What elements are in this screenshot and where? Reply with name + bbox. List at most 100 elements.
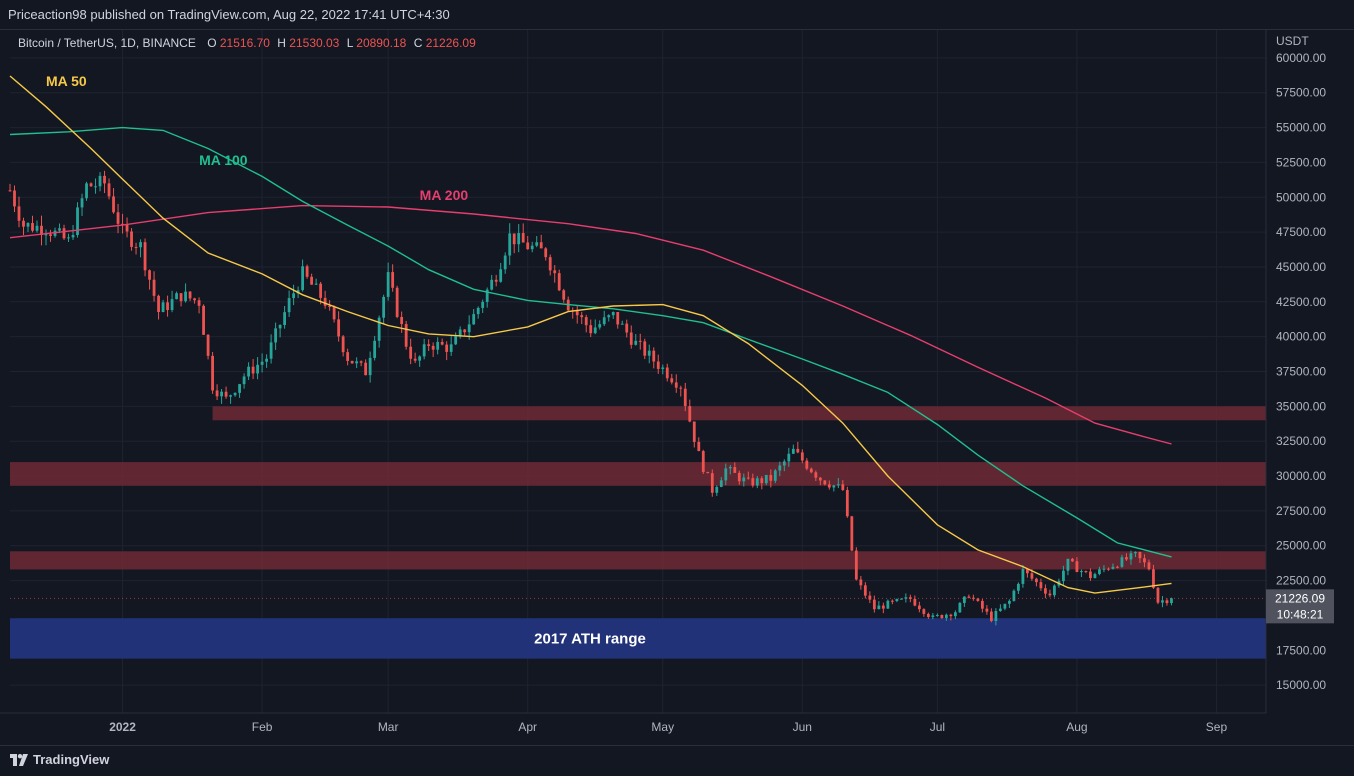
candle-body [701,451,705,472]
candle-body [589,325,593,334]
candle-body [823,480,827,485]
candle-body [895,598,899,602]
price-axis-background [1266,30,1354,745]
candle-body [814,472,818,478]
candle-body [728,467,732,469]
candle-body [31,223,34,231]
candle-body [778,465,782,471]
candle-body [1026,569,1029,574]
candle-body [337,319,341,337]
candle-body [80,198,84,208]
candle-body [323,297,327,306]
candle-body [400,316,404,325]
candle-body [98,175,102,187]
candle-body [287,298,291,313]
candle-body [71,234,75,238]
candle-body [112,196,115,213]
candle-body [1138,551,1142,559]
candle-body [1107,568,1110,570]
candle-body [265,358,268,362]
candle-body [755,478,759,486]
candle-body [364,362,368,376]
candle-body [328,305,332,307]
candle-body [674,382,678,388]
candle-body [94,186,97,188]
price-tick-label: 15000.00 [1276,678,1326,692]
candle-body [485,289,489,302]
candle-body [584,317,588,326]
price-tick-label: 30000.00 [1276,469,1326,483]
candle-body [1102,568,1106,570]
price-tick-label: 35000.00 [1276,399,1326,413]
open-value: 21516.70 [220,36,270,50]
time-axis-ticks: 2022 Feb Mar Apr May Jun Jul Aug Sep [109,720,1227,734]
time-tick-label: Aug [1066,720,1087,734]
candle-body [463,329,467,333]
candle-body [1156,587,1160,603]
candle-body [580,315,584,318]
chart-area[interactable]: 2017 ATH range MA 50 MA 100 MA 200 USDT 60… [0,30,1354,745]
candle-body [850,516,854,551]
candle-body [1012,590,1016,601]
candle-body [976,598,980,601]
candle-body [508,233,512,256]
candle-body [494,279,498,282]
currency-label: USDT [1276,34,1309,48]
candle-body [319,283,323,298]
candle-body [130,231,133,247]
candle-body [661,367,665,369]
moving-average-labels: MA 50 MA 100 MA 200 [46,73,468,203]
candle-body [89,183,93,187]
candle-body [445,344,449,352]
candle-body [256,364,259,374]
ma100-label: MA 100 [199,152,248,168]
candle-body [481,301,485,308]
candle-body [8,190,12,192]
candle-body [562,290,566,300]
candle-body [769,474,773,481]
candle-body [539,242,543,249]
candle-body [683,388,687,407]
price-axis-ticks: 60000.00 57500.00 55000.00 52500.00 50000.00… [1276,51,1326,692]
candle-body [103,175,106,184]
candle-body [611,311,615,316]
candle-body [854,550,858,580]
candle-body [737,472,741,482]
candle-body [926,613,930,617]
price-chart[interactable]: 2017 ATH range MA 50 MA 100 MA 200 USDT 60… [0,30,1354,745]
high-value: 21530.03 [289,36,339,50]
candle-body [1008,600,1011,604]
candle-body [647,350,651,356]
candle-body [373,340,377,358]
last-price-marker[interactable]: 21226.09 10:48:21 [10,589,1334,624]
candle-body [310,276,314,285]
candle-body [1039,582,1043,589]
candle-body [697,441,701,452]
candle-body [890,600,894,602]
candle-body [764,474,768,484]
candle-body [418,356,422,361]
last-price-value: 21226.09 [1275,591,1325,605]
candle-body [607,315,611,318]
candle-body [242,376,246,385]
candle-body [593,327,597,334]
candle-body [679,387,683,389]
time-tick-label: Apr [518,720,537,734]
time-axis-background [0,713,1354,745]
candle-body [517,233,521,245]
candle-body [935,614,939,616]
price-tick-label: 22500.00 [1276,574,1326,588]
ma200-line [9,204,1172,445]
candle-body [1152,569,1155,588]
ma50-label: MA 50 [46,73,87,89]
candle-body [490,279,494,290]
candle-body [476,307,480,315]
symbol-legend: Bitcoin / TetherUS, 1D, BINANCE O 21516.… [18,36,476,50]
candle-body [985,608,989,612]
candle-body [188,291,192,299]
tradingview-logo[interactable]: TradingView [10,752,109,767]
candle-body [1111,566,1115,569]
ath-range-zone [10,618,1266,659]
candle-body [832,485,836,488]
candle-body [1161,600,1164,603]
